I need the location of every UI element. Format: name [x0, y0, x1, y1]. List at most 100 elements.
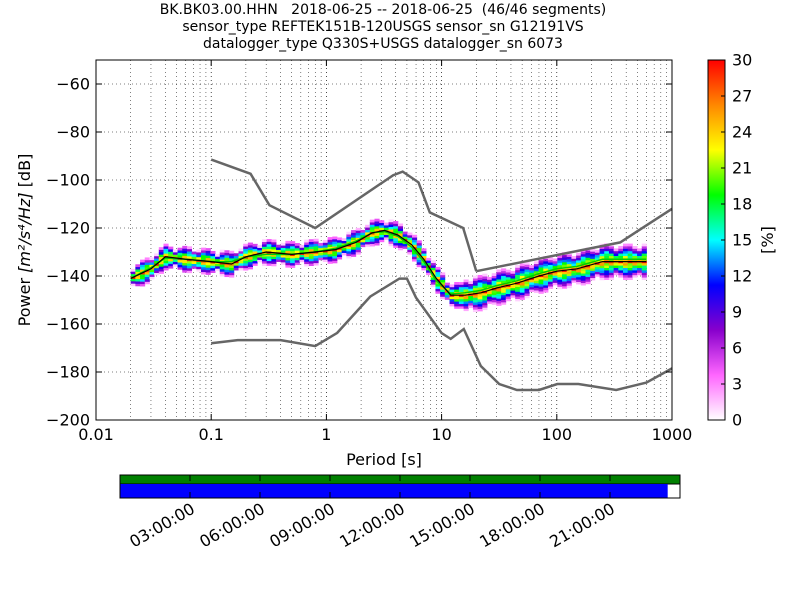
- heatmap-cell: [383, 236, 389, 240]
- heatmap-cell: [515, 286, 521, 290]
- heatmap-cell: [140, 276, 146, 280]
- heatmap-cell: [580, 253, 586, 257]
- heatmap-cell: [449, 284, 455, 288]
- heatmap-cell: [594, 264, 600, 268]
- x-axis-label: Period [s]: [346, 450, 422, 469]
- heatmap-cell: [604, 248, 610, 252]
- heatmap-cell: [440, 289, 446, 292]
- heatmap-cell: [154, 253, 160, 257]
- heatmap-cell: [533, 287, 540, 291]
- heatmap-cell: [341, 247, 347, 251]
- heatmap-cell: [496, 271, 502, 275]
- heatmap-cell: [318, 245, 324, 249]
- heatmap-cell: [238, 255, 244, 259]
- heatmap-cell: [158, 256, 164, 260]
- heatmap-cell: [515, 276, 521, 280]
- heatmap-cell: [501, 289, 507, 293]
- heatmap-cell: [435, 266, 441, 270]
- heatmap-cell: [547, 274, 554, 277]
- grid: [96, 60, 672, 420]
- heatmap-cell: [627, 243, 633, 247]
- heatmap-cell: [604, 270, 610, 273]
- heatmap-cell: [613, 272, 619, 276]
- heatmap-cell: [562, 276, 568, 280]
- heatmap-cell: [641, 265, 647, 268]
- heatmap-cell: [412, 244, 418, 248]
- heatmap-cell: [510, 278, 516, 281]
- heatmap-cell: [510, 273, 516, 277]
- heatmap-cell: [276, 249, 282, 253]
- heatmap-cell: [257, 254, 263, 258]
- heatmap-cell: [191, 253, 197, 257]
- heatmap-cell: [562, 259, 568, 263]
- heatmap-cell: [604, 274, 610, 278]
- heatmap-cell: [421, 253, 427, 256]
- heatmap-cell: [397, 223, 404, 227]
- heatmap-cell: [351, 249, 357, 253]
- heatmap-cell: [557, 286, 563, 290]
- heatmap-cell: [468, 300, 474, 304]
- heatmap-cell: [294, 259, 300, 263]
- heatmap-cell: [641, 243, 647, 247]
- heatmap-cell: [177, 259, 183, 263]
- heatmap-cell: [604, 246, 610, 249]
- heatmap-cell: [332, 243, 338, 247]
- heatmap-cell: [332, 241, 338, 245]
- heatmap-cell: [219, 256, 225, 260]
- heatmap-cell: [393, 242, 399, 246]
- heatmap-cell: [229, 257, 235, 261]
- heatmap-cell: [351, 232, 357, 236]
- heatmap-cell: [407, 237, 413, 241]
- heatmap-cell: [599, 270, 605, 274]
- heatmap-cell: [346, 250, 352, 254]
- heatmap-cell: [515, 274, 521, 278]
- heatmap-cell: [130, 283, 136, 287]
- heatmap-cell: [158, 266, 164, 270]
- heatmap-cell: [365, 229, 371, 233]
- heatmap-cell: [149, 274, 155, 277]
- heatmap-cell: [585, 276, 591, 280]
- heatmap-cell: [365, 241, 371, 245]
- heatmap-cell: [369, 219, 375, 223]
- heatmap-cell: [533, 285, 540, 289]
- heatmap-cell: [130, 273, 136, 277]
- heatmap-cell: [261, 241, 268, 245]
- heatmap-cell: [374, 223, 380, 227]
- heatmap-cell: [505, 272, 511, 275]
- heatmap-cell: [449, 296, 455, 300]
- heatmap-cell: [313, 238, 319, 242]
- heatmap-cell: [477, 274, 483, 278]
- heatmap-cell: [529, 267, 535, 271]
- heatmap-cell: [201, 264, 207, 268]
- heatmap-cell: [144, 257, 150, 261]
- heatmap-cell: [543, 280, 549, 284]
- heatmap-cell: [233, 265, 239, 269]
- y-tick-label: −60: [56, 75, 90, 94]
- heatmap-cell: [140, 262, 146, 265]
- heatmap-cell: [449, 298, 455, 302]
- heatmap-cell: [313, 243, 319, 247]
- heatmap-cell: [519, 265, 525, 269]
- heatmap-cell: [538, 279, 544, 282]
- heatmap-cell: [280, 254, 286, 258]
- heatmap-cell: [533, 280, 540, 284]
- heatmap-cell: [393, 225, 399, 229]
- heatmap-cell: [557, 272, 563, 275]
- heatmap-cell: [599, 272, 605, 276]
- heatmap-cell: [360, 241, 366, 245]
- heatmap-cell: [233, 253, 239, 257]
- heatmap-cell: [379, 220, 385, 223]
- colorbar-tick-label: 0: [732, 411, 742, 430]
- heatmap-cell: [397, 247, 404, 251]
- heatmap-cell: [524, 281, 530, 284]
- heatmap-cell: [285, 262, 291, 266]
- y-axis-label-suffix: [dB]: [15, 154, 34, 193]
- heatmap-cell: [393, 235, 399, 239]
- heatmap-cell: [196, 261, 202, 265]
- heatmap-cell: [430, 265, 436, 268]
- heatmap-cell: [604, 255, 610, 259]
- heatmap-cell: [247, 266, 253, 270]
- heatmap-cell: [618, 253, 624, 256]
- heatmap-cell: [238, 250, 244, 254]
- heatmap-cell: [149, 271, 155, 275]
